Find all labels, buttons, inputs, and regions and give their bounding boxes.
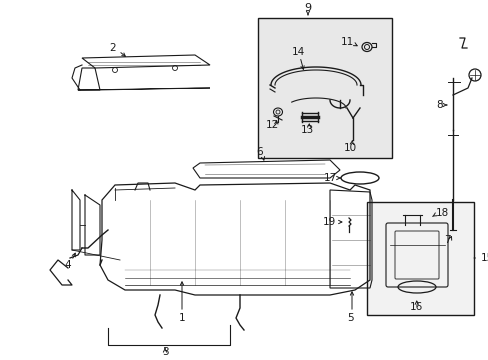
Text: 13: 13 [300,125,313,135]
Text: 12: 12 [265,120,278,130]
Text: 7: 7 [443,235,449,245]
Text: 2: 2 [109,43,116,53]
Bar [258,18,391,158]
Text: 5: 5 [346,313,353,323]
Text: 4: 4 [64,260,71,270]
Text: 18: 18 [435,208,448,218]
Text: 11: 11 [340,37,353,47]
Bar [366,202,473,315]
Text: 6: 6 [256,147,263,157]
Text: 14: 14 [291,47,304,57]
Text: 15: 15 [473,253,488,263]
Text: 17: 17 [323,173,336,183]
Text: 19: 19 [322,217,335,227]
Text: 9: 9 [304,3,311,13]
Text: 16: 16 [408,302,422,312]
Text: 1: 1 [178,313,185,323]
Text: 8: 8 [436,100,443,110]
Text: 3: 3 [162,347,168,357]
Text: 10: 10 [343,143,356,153]
